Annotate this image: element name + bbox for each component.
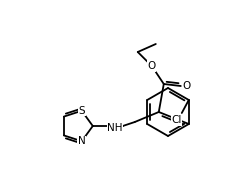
Text: S: S [78, 106, 85, 116]
Text: Cl: Cl [171, 115, 181, 125]
Text: NH: NH [107, 123, 122, 133]
Text: N: N [77, 136, 85, 146]
Text: O: O [182, 81, 190, 91]
Text: O: O [147, 61, 155, 71]
